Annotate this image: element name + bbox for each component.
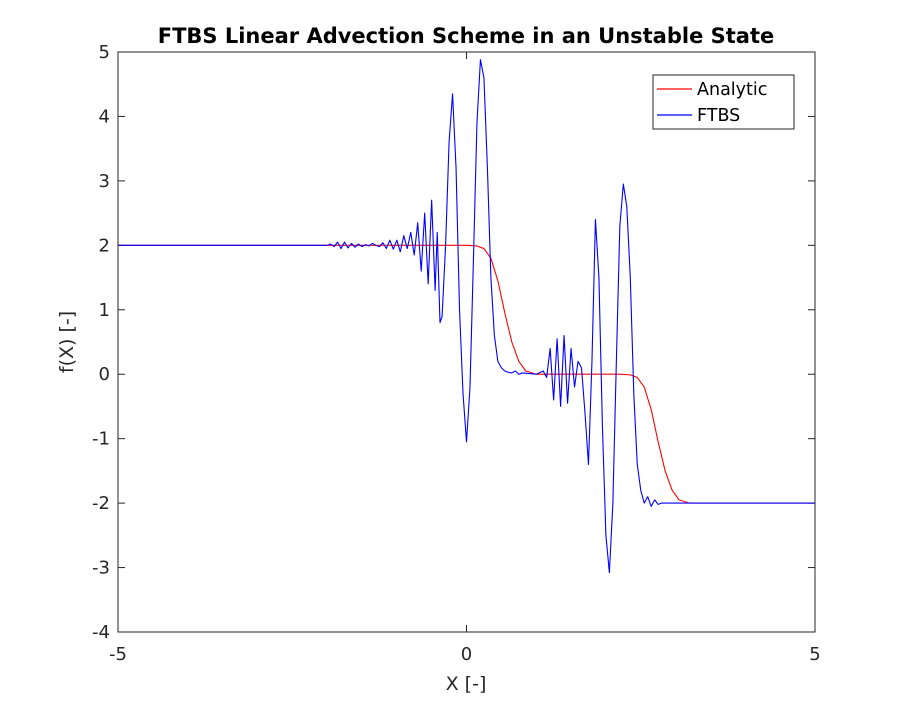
y-tick-label: 0 bbox=[99, 364, 110, 385]
y-tick-label: 4 bbox=[99, 106, 110, 127]
plot-frame bbox=[117, 51, 816, 633]
y-tick-label: 3 bbox=[99, 171, 110, 192]
y-tick-label: 1 bbox=[99, 300, 110, 321]
series-line-analytic bbox=[118, 244, 815, 504]
y-tick-label: -4 bbox=[92, 622, 110, 643]
legend-label-analytic: Analytic bbox=[697, 80, 767, 100]
x-axis-label: X [-] bbox=[446, 673, 487, 695]
x-tick-label: 0 bbox=[461, 644, 472, 665]
legend: Analytic FTBS bbox=[652, 74, 795, 130]
y-tick-label: 2 bbox=[99, 235, 110, 256]
y-axis-label: f(X) [-] bbox=[56, 311, 78, 373]
legend-label-ftbs: FTBS bbox=[697, 106, 740, 126]
legend-box bbox=[652, 74, 795, 130]
chart-title: FTBS Linear Advection Scheme in an Unsta… bbox=[158, 24, 775, 48]
ticks-layer: -5 0 5 -4 -3 -2 -1 0 1 2 3 4 5 bbox=[92, 42, 821, 665]
y-tick-label: -3 bbox=[92, 558, 110, 579]
series-layer bbox=[118, 59, 815, 574]
y-tick-label: 5 bbox=[99, 42, 110, 63]
y-tick-label: -1 bbox=[92, 429, 110, 450]
y-tick-label: -2 bbox=[92, 493, 110, 514]
series-line-ftbs bbox=[118, 59, 815, 574]
x-tick-label: -5 bbox=[109, 644, 127, 665]
x-tick-label: 5 bbox=[809, 644, 820, 665]
plot-area bbox=[118, 52, 815, 632]
